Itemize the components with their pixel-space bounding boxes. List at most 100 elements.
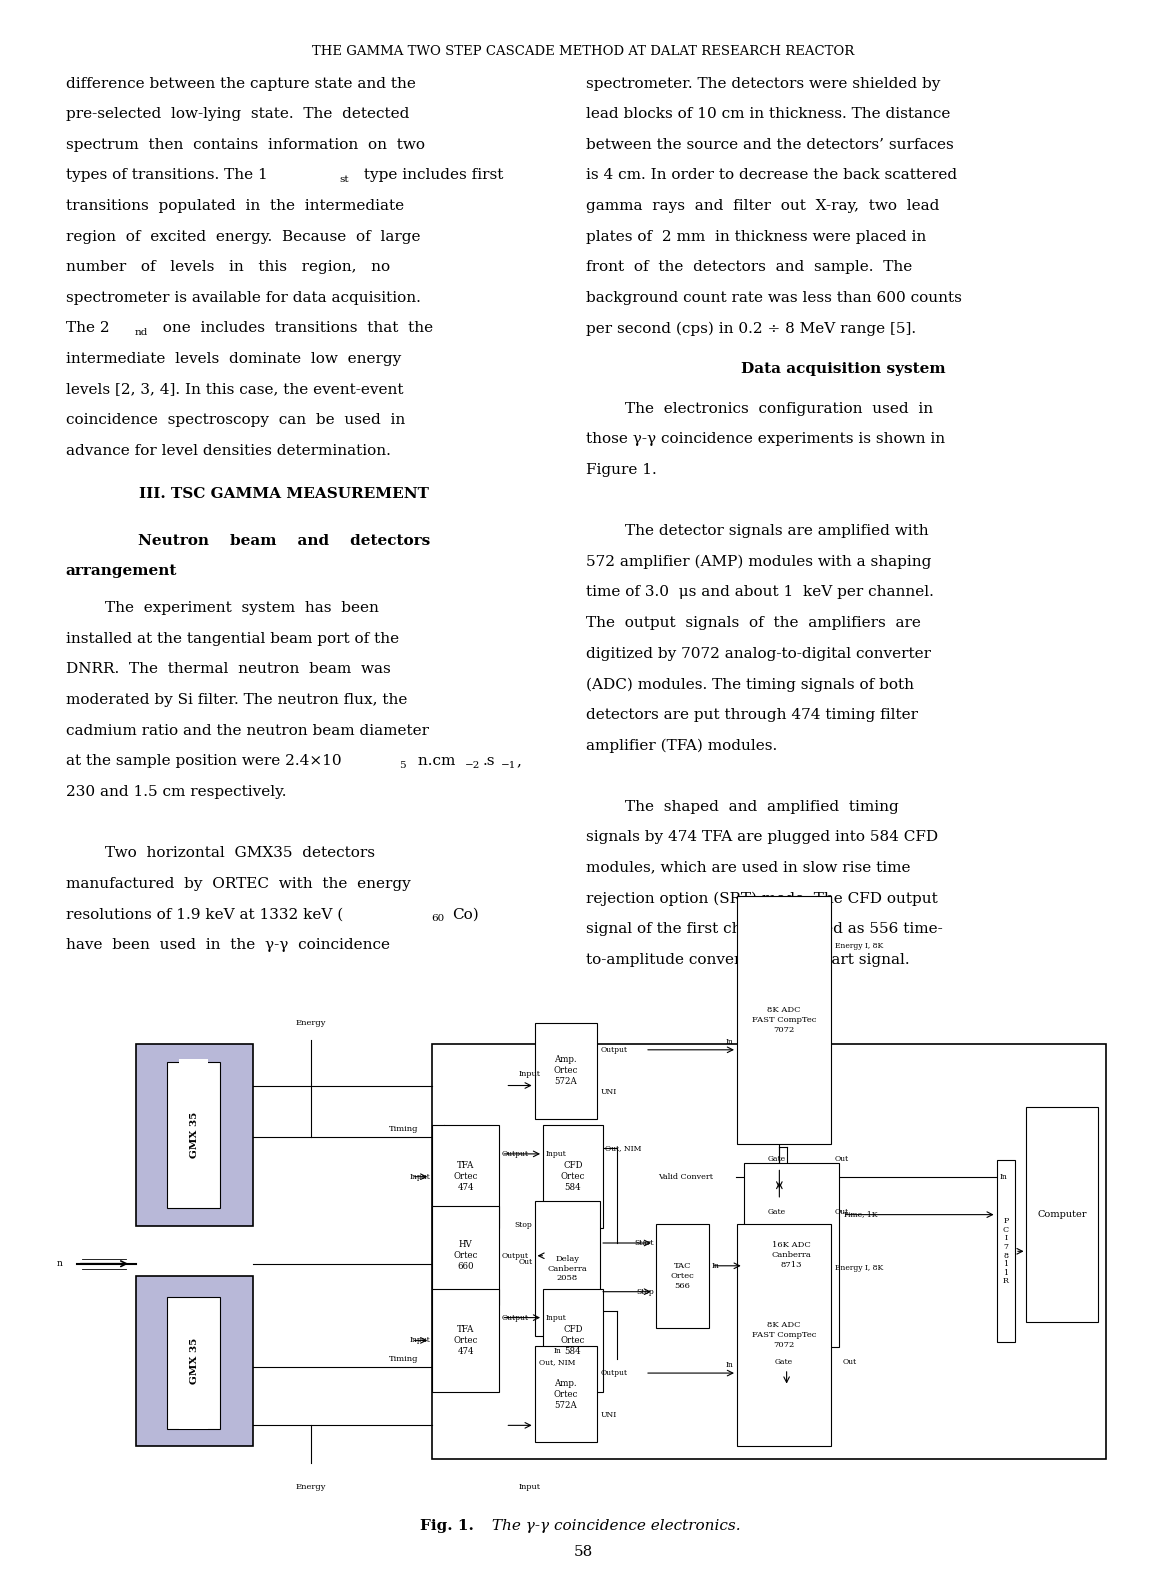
Text: In: In — [1000, 1173, 1008, 1181]
Text: front  of  the  detectors  and  sample.  The: front of the detectors and sample. The — [586, 260, 912, 274]
Text: one  includes  transitions  that  the: one includes transitions that the — [153, 322, 433, 335]
Text: resolutions of 1.9 keV at 1332 keV (: resolutions of 1.9 keV at 1332 keV ( — [66, 907, 343, 921]
Text: (ADC) modules. The timing signals of both: (ADC) modules. The timing signals of bot… — [586, 677, 914, 692]
Text: modules, which are used in slow rise time: modules, which are used in slow rise tim… — [586, 861, 910, 875]
Text: installed at the tangential beam port of the: installed at the tangential beam port of… — [66, 631, 398, 646]
Text: Output: Output — [502, 1251, 528, 1259]
Text: Two  horizontal  GMX35  detectors: Two horizontal GMX35 detectors — [66, 846, 374, 861]
Text: st: st — [340, 175, 349, 183]
Text: coincidence  spectroscopy  can  be  used  in: coincidence spectroscopy can be used in — [66, 413, 405, 427]
Text: The  electronics  configuration  used  in: The electronics configuration used in — [586, 402, 933, 416]
Text: GMX 35: GMX 35 — [190, 1113, 199, 1159]
Text: P
C
I
7
8
1
1
R: P C I 7 8 1 1 R — [1003, 1218, 1008, 1285]
Text: lead blocks of 10 cm in thickness. The distance: lead blocks of 10 cm in thickness. The d… — [586, 107, 951, 121]
Text: CFD
Ortec
584: CFD Ortec 584 — [561, 1325, 585, 1356]
Text: Input: Input — [546, 1149, 566, 1157]
Text: Timing: Timing — [389, 1355, 418, 1363]
Text: types of transitions. The 1: types of transitions. The 1 — [66, 169, 267, 182]
Text: Out: Out — [843, 1358, 856, 1366]
Text: DNRR.  The  thermal  neutron  beam  was: DNRR. The thermal neutron beam was — [66, 663, 390, 676]
Text: Fig. 1.: Fig. 1. — [420, 1519, 474, 1533]
Text: n: n — [58, 1259, 63, 1269]
Text: The detector signals are amplified with: The detector signals are amplified with — [586, 524, 929, 539]
Text: .s: .s — [482, 754, 495, 768]
Text: TFA
Ortec
474: TFA Ortec 474 — [453, 1160, 478, 1192]
Text: Output: Output — [502, 1149, 528, 1157]
Text: Gate: Gate — [768, 1154, 786, 1162]
Text: The  experiment  system  has  been: The experiment system has been — [66, 601, 379, 615]
Bar — [737, 896, 831, 1143]
Text: The  shaped  and  amplified  timing: The shaped and amplified timing — [586, 800, 899, 813]
Text: CFD
Ortec
584: CFD Ortec 584 — [561, 1160, 585, 1192]
Bar — [180, 1390, 208, 1430]
Text: Input: Input — [519, 1484, 541, 1492]
Bar — [433, 1207, 500, 1305]
Text: Input: Input — [410, 1173, 430, 1181]
Text: Energy: Energy — [296, 1484, 326, 1492]
Text: Energy I, 8K: Energy I, 8K — [834, 1264, 883, 1272]
Text: The  output  signals  of  the  amplifiers  are: The output signals of the amplifiers are — [586, 615, 921, 630]
Text: amplifier (TFA) modules.: amplifier (TFA) modules. — [586, 738, 777, 752]
Text: spectrum  then  contains  information  on  two: spectrum then contains information on tw… — [66, 137, 425, 151]
Text: Input: Input — [519, 1070, 541, 1078]
Text: moderated by Si filter. The neutron flux, the: moderated by Si filter. The neutron flux… — [66, 693, 407, 708]
Bar — [534, 1200, 600, 1336]
Text: signal of the first channel is used as 556 time-: signal of the first channel is used as 5… — [586, 921, 943, 936]
Text: number   of   levels   in   this   region,   no: number of levels in this region, no — [66, 260, 390, 274]
Text: Neutron    beam    and    detectors: Neutron beam and detectors — [138, 534, 430, 548]
Text: In: In — [554, 1347, 562, 1355]
Text: Input: Input — [410, 1336, 430, 1344]
Bar — [180, 1060, 208, 1106]
Bar — [543, 1125, 603, 1229]
Text: background count rate was less than 600 counts: background count rate was less than 600 … — [586, 290, 962, 304]
Text: 16K ADC
Canberra
8713: 16K ADC Canberra 8713 — [771, 1242, 811, 1269]
Text: −2: −2 — [465, 760, 480, 770]
Text: Computer: Computer — [1037, 1210, 1087, 1219]
Text: TAC
Ortec
566: TAC Ortec 566 — [671, 1262, 694, 1290]
Bar — [136, 1277, 252, 1446]
Text: Amp.
Ortec
572A: Amp. Ortec 572A — [554, 1055, 578, 1087]
Bar — [534, 1023, 596, 1119]
Bar — [656, 1224, 709, 1328]
Text: detectors are put through 474 timing filter: detectors are put through 474 timing fil… — [586, 708, 917, 722]
Text: −1: −1 — [501, 760, 516, 770]
Text: gamma  rays  and  filter  out  X-ray,  two  lead: gamma rays and filter out X-ray, two lea… — [586, 199, 939, 214]
Text: rejection option (SRT) mode. The CFD output: rejection option (SRT) mode. The CFD out… — [586, 891, 938, 905]
Text: type includes first: type includes first — [359, 169, 503, 182]
Text: between the source and the detectors’ surfaces: between the source and the detectors’ su… — [586, 137, 954, 151]
Text: Data acquisition system: Data acquisition system — [741, 362, 946, 376]
Text: Start: Start — [634, 1239, 654, 1247]
Text: The γ-γ coincidence electronics.: The γ-γ coincidence electronics. — [487, 1519, 740, 1533]
Text: nd: nd — [135, 328, 148, 336]
Text: to-amplitude converter (TAC) start signal.: to-amplitude converter (TAC) start signa… — [586, 953, 909, 968]
Text: those γ-γ coincidence experiments is shown in: those γ-γ coincidence experiments is sho… — [586, 432, 945, 446]
Text: Out: Out — [518, 1258, 532, 1266]
Text: UNI: UNI — [600, 1411, 617, 1419]
Text: 572 amplifier (AMP) modules with a shaping: 572 amplifier (AMP) modules with a shapi… — [586, 555, 931, 569]
Text: 8K ADC
FAST CompTec
7072: 8K ADC FAST CompTec 7072 — [752, 1006, 816, 1035]
Text: 8K ADC
FAST CompTec
7072: 8K ADC FAST CompTec 7072 — [752, 1321, 816, 1349]
Text: digitized by 7072 analog-to-digital converter: digitized by 7072 analog-to-digital conv… — [586, 647, 931, 660]
Text: Time, 1K: Time, 1K — [843, 1210, 877, 1219]
Text: ,: , — [517, 754, 521, 768]
Text: GMX 35: GMX 35 — [190, 1337, 199, 1384]
Bar — [997, 1160, 1015, 1342]
Text: Out: Out — [834, 1154, 848, 1162]
Bar — [534, 1347, 596, 1443]
Text: transitions  populated  in  the  intermediate: transitions populated in the intermediat… — [66, 199, 404, 214]
Text: Co): Co) — [452, 907, 479, 921]
Text: Energy I, 8K: Energy I, 8K — [834, 942, 883, 950]
Text: Timing: Timing — [389, 1124, 418, 1132]
Text: manufactured  by  ORTEC  with  the  energy: manufactured by ORTEC with the energy — [66, 877, 411, 891]
Text: Output: Output — [502, 1313, 528, 1321]
Text: have  been  used  in  the  γ-γ  coincidence: have been used in the γ-γ coincidence — [66, 937, 389, 952]
Text: arrangement: arrangement — [66, 564, 177, 579]
Text: spectrometer. The detectors were shielded by: spectrometer. The detectors were shielde… — [586, 77, 940, 91]
Bar — [737, 1224, 831, 1446]
Text: plates of  2 mm  in thickness were placed in: plates of 2 mm in thickness were placed … — [586, 230, 927, 244]
Text: intermediate  levels  dominate  low  energy: intermediate levels dominate low energy — [66, 352, 401, 367]
Bar — [136, 1044, 252, 1226]
Text: 58: 58 — [574, 1545, 593, 1559]
Text: III. TSC GAMMA MEASUREMENT: III. TSC GAMMA MEASUREMENT — [139, 488, 429, 501]
Bar — [543, 1288, 603, 1392]
